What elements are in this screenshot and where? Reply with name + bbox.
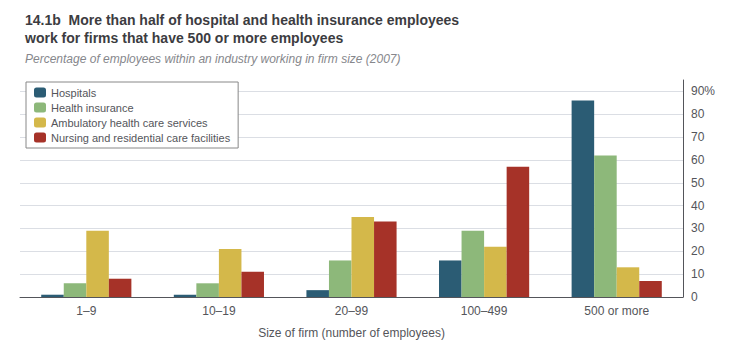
svg-text:500 or more: 500 or more (584, 304, 649, 318)
svg-text:30: 30 (691, 221, 705, 235)
svg-text:Hospitals: Hospitals (51, 87, 97, 99)
svg-text:Ambulatory health care service: Ambulatory health care services (51, 117, 208, 129)
svg-text:10: 10 (691, 267, 705, 281)
svg-text:10–19: 10–19 (202, 304, 236, 318)
svg-text:40: 40 (691, 199, 705, 213)
svg-text:60: 60 (691, 153, 705, 167)
svg-text:90%: 90% (691, 84, 715, 98)
svg-text:70: 70 (691, 130, 705, 144)
svg-text:80: 80 (691, 107, 705, 121)
svg-text:Size of firm (number of employ: Size of firm (number of employees) (258, 326, 445, 340)
svg-text:1–9: 1–9 (76, 304, 96, 318)
svg-text:20–99: 20–99 (335, 304, 369, 318)
svg-text:50: 50 (691, 176, 705, 190)
svg-text:0: 0 (691, 290, 698, 304)
svg-text:20: 20 (691, 244, 705, 258)
svg-text:100–499: 100–499 (461, 304, 508, 318)
svg-text:work for firms that have 500 o: work for firms that have 500 or more emp… (24, 30, 343, 46)
svg-text:14.1b More than half of hospi: 14.1b More than half of hospital and hea… (25, 12, 459, 28)
svg-text:Nursing and residential care f: Nursing and residential care facilities (51, 132, 231, 144)
svg-text:Health insurance: Health insurance (51, 102, 134, 114)
svg-text:Percentage of employees within: Percentage of employees within an indust… (25, 52, 401, 66)
